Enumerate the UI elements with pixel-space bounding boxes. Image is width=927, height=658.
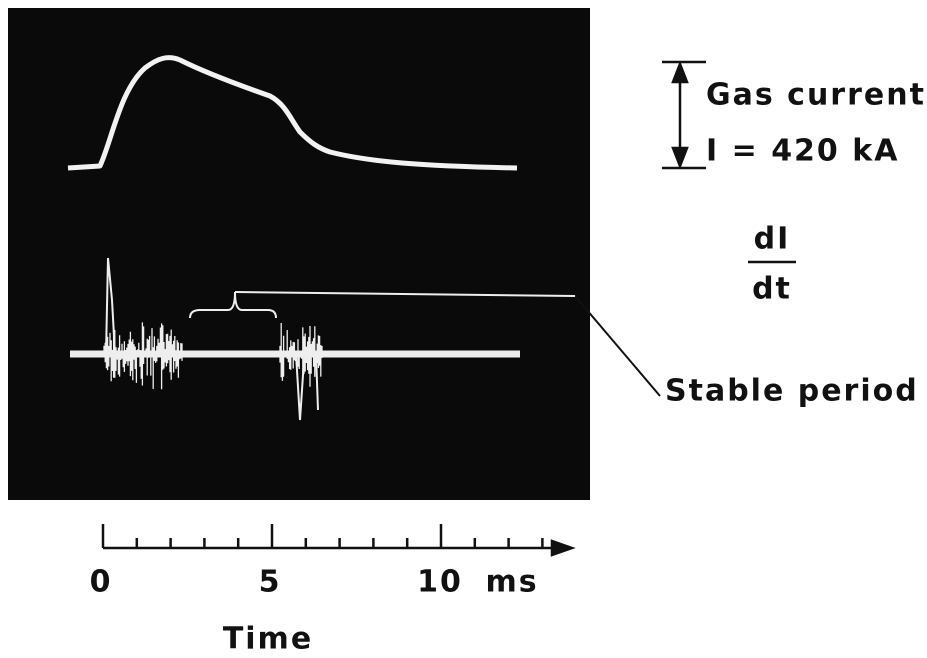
unit-label: ms [485, 565, 538, 600]
tick-label: 10 [417, 565, 463, 600]
label: Stable period [665, 374, 919, 409]
label: I = 420 kA [706, 134, 899, 169]
tick-label: 5 [259, 565, 282, 600]
scale-arrow [662, 62, 706, 168]
label: Gas current [706, 78, 926, 113]
oscilloscope-screen [8, 8, 590, 500]
label: dt [752, 272, 792, 307]
time-axis [103, 524, 572, 555]
label: dI [754, 222, 791, 257]
axis-title: Time [223, 622, 313, 657]
figure: Gas current I = 420 kA dI dt Stable peri… [0, 0, 927, 658]
tick-label: 0 [90, 565, 113, 600]
